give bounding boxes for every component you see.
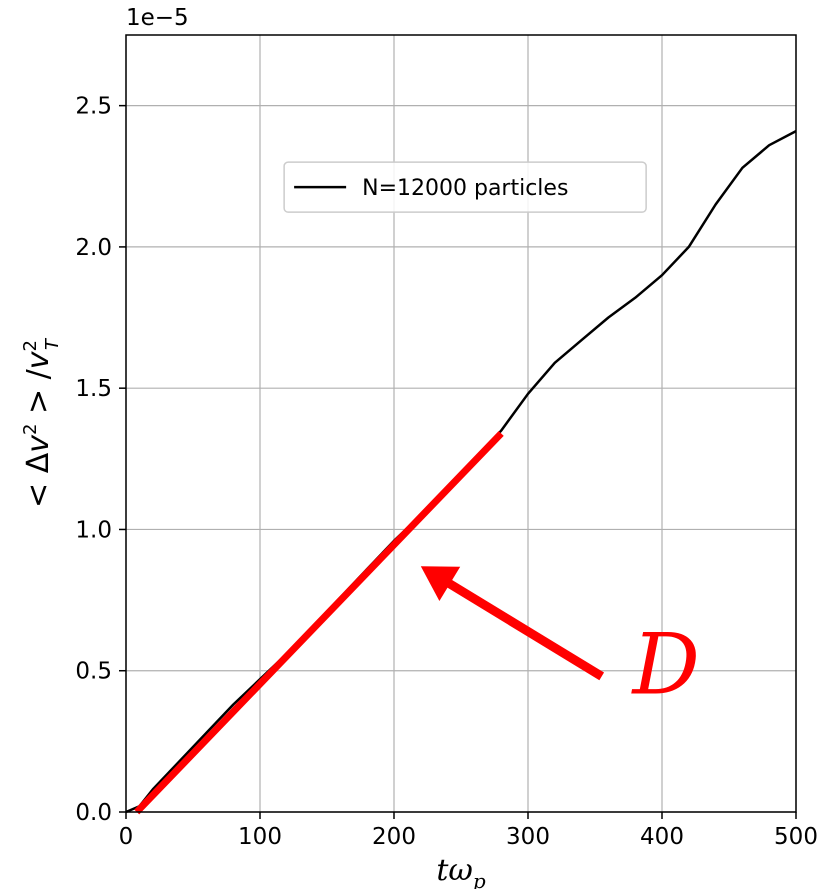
annotation-arrow-head — [420, 566, 461, 601]
y-axis-label: < Δv2 > /v2T — [20, 337, 63, 508]
ticks: 0 100 200 300 400 500 0.0 0.5 1.0 1.5 2.0 2.5 — [75, 94, 818, 850]
x-tick-label: 400 — [640, 824, 684, 850]
fit-line — [134, 430, 504, 815]
fit-line-layer — [134, 430, 504, 815]
legend-box — [283, 161, 647, 213]
annotation-arrow — [445, 578, 605, 681]
legend-entry: N=12000 particles — [362, 176, 568, 201]
x-axis-label: tωp — [436, 853, 486, 889]
annotation: D — [420, 566, 700, 713]
plot-frame — [125, 34, 797, 813]
y-tick-label: 1.5 — [75, 376, 112, 402]
x-tick-label: 100 — [238, 824, 282, 850]
y-tick-label: 0.5 — [75, 659, 112, 685]
x-tick-label: 300 — [506, 824, 550, 850]
legend: N=12000 particles — [283, 161, 647, 213]
annotation-label-d: D — [631, 615, 700, 713]
x-tick-label: 200 — [372, 824, 416, 850]
y-tick-label: 2.5 — [75, 94, 112, 120]
y-scale-offset-label: 1e−5 — [126, 5, 189, 31]
y-tick-label: 1.0 — [75, 517, 112, 543]
x-tick-label: 0 — [119, 824, 134, 850]
y-tick-label: 2.0 — [75, 235, 112, 261]
y-tick-label: 0.0 — [75, 800, 112, 826]
x-tick-label: 500 — [774, 824, 818, 850]
